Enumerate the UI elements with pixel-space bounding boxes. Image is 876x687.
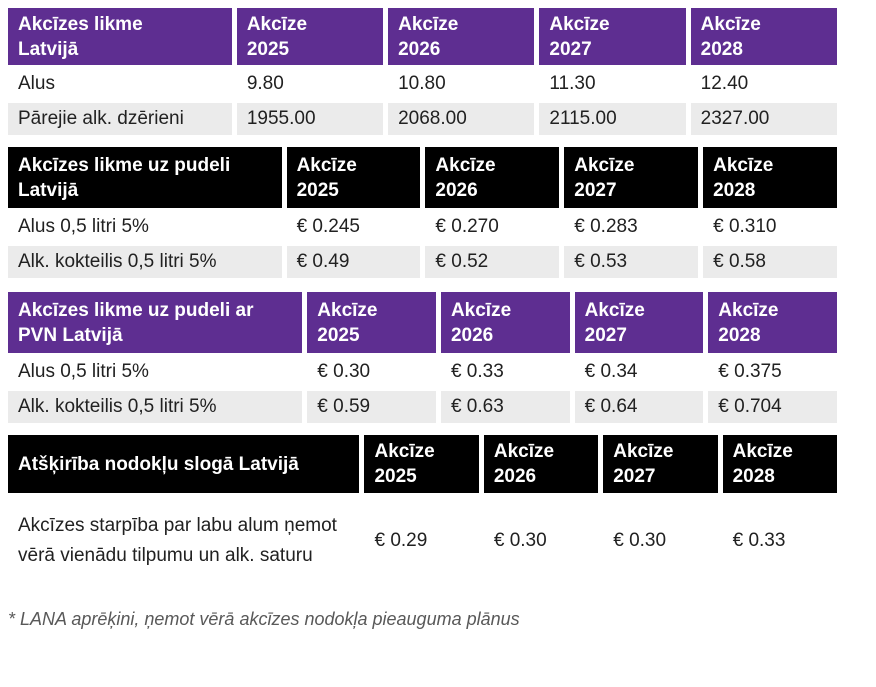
footnote: * LANA aprēķini, ņemot vērā akcīzes nodo… bbox=[8, 609, 520, 629]
year-column-header-2025: Akcīze 2025 bbox=[281, 147, 421, 208]
table-title: Atšķirība nodokļu slogā Latvijā bbox=[8, 435, 360, 493]
year-column-header-2026: Akcīze 2026 bbox=[478, 435, 599, 493]
table-row: Akcīzes starpība par labu alum ņemot vēr… bbox=[8, 493, 837, 585]
row-label: Alk. kokteilis 0,5 litri 5% bbox=[8, 243, 282, 278]
row-label: Alus 0,5 litri 5% bbox=[8, 353, 303, 388]
year-column-header-2027: Akcīze 2027 bbox=[559, 147, 699, 208]
row-label: Alus bbox=[8, 65, 232, 100]
cell-value: 2115.00 bbox=[534, 100, 686, 135]
cell-value: € 0.58 bbox=[698, 243, 837, 278]
table-row: Alk. kokteilis 0,5 litri 5% € 0.49 € 0.5… bbox=[8, 243, 837, 278]
row-label: Akcīzes starpība par labu alum ņemot vēr… bbox=[8, 493, 360, 585]
cell-value: 12.40 bbox=[685, 65, 837, 100]
row-label: Pārejie alk. dzērieni bbox=[8, 100, 232, 135]
cell-value: € 0.270 bbox=[420, 208, 560, 243]
cell-value: 2068.00 bbox=[383, 100, 535, 135]
table-title: Akcīzes likme Latvijā bbox=[8, 8, 232, 65]
cell-value: € 0.34 bbox=[569, 353, 704, 388]
cell-value: 11.30 bbox=[534, 65, 686, 100]
row-label: Alk. kokteilis 0,5 litri 5% bbox=[8, 388, 303, 423]
year-column-header-2026: Akcīze 2026 bbox=[383, 8, 535, 65]
table-header-row: Akcīzes likme uz pudeli Latvijā Akcīze 2… bbox=[8, 147, 837, 208]
table-excise-rate-latvia: Akcīzes likme Latvijā Akcīze 2025 Akcīze… bbox=[8, 8, 837, 135]
table-row: Alus 9.80 10.80 11.30 12.40 bbox=[8, 65, 837, 100]
table-row: Alus 0,5 litri 5% € 0.245 € 0.270 € 0.28… bbox=[8, 208, 837, 243]
year-column-header-2025: Akcīze 2025 bbox=[359, 435, 479, 493]
year-column-header-2026: Akcīze 2026 bbox=[420, 147, 560, 208]
year-column-header-2025: Akcīze 2025 bbox=[231, 8, 384, 65]
year-column-header-2027: Akcīze 2027 bbox=[598, 435, 718, 493]
table-excise-rate-per-bottle: Akcīzes likme uz pudeli Latvijā Akcīze 2… bbox=[8, 147, 837, 278]
table-header-row: Akcīzes likme Latvijā Akcīze 2025 Akcīze… bbox=[8, 8, 837, 65]
cell-value: € 0.52 bbox=[420, 243, 560, 278]
cell-value: € 0.30 bbox=[302, 353, 436, 388]
year-column-header-2026: Akcīze 2026 bbox=[435, 292, 570, 353]
cell-value: € 0.63 bbox=[435, 388, 570, 423]
cell-value: € 0.29 bbox=[359, 493, 479, 585]
year-column-header-2028: Akcīze 2028 bbox=[717, 435, 837, 493]
cell-value: € 0.33 bbox=[717, 493, 837, 585]
year-column-header-2028: Akcīze 2028 bbox=[698, 147, 837, 208]
year-column-header-2027: Akcīze 2027 bbox=[569, 292, 704, 353]
table-tax-burden-difference: Atšķirība nodokļu slogā Latvijā Akcīze 2… bbox=[8, 435, 837, 585]
table-header-row: Atšķirība nodokļu slogā Latvijā Akcīze 2… bbox=[8, 435, 837, 493]
table-row: Pārejie alk. dzērieni 1955.00 2068.00 21… bbox=[8, 100, 837, 135]
cell-value: € 0.704 bbox=[703, 388, 837, 423]
cell-value: 2327.00 bbox=[685, 100, 837, 135]
cell-value: € 0.30 bbox=[478, 493, 599, 585]
cell-value: € 0.283 bbox=[559, 208, 699, 243]
cell-value: € 0.245 bbox=[281, 208, 421, 243]
table-row: Alk. kokteilis 0,5 litri 5% € 0.59 € 0.6… bbox=[8, 388, 837, 423]
cell-value: € 0.49 bbox=[281, 243, 421, 278]
cell-value: € 0.310 bbox=[698, 208, 837, 243]
cell-value: € 0.64 bbox=[569, 388, 704, 423]
year-column-header-2027: Akcīze 2027 bbox=[534, 8, 686, 65]
table-row: Alus 0,5 litri 5% € 0.30 € 0.33 € 0.34 €… bbox=[8, 353, 837, 388]
table-header-row: Akcīzes likme uz pudeli ar PVN Latvijā A… bbox=[8, 292, 837, 353]
year-column-header-2028: Akcīze 2028 bbox=[703, 292, 837, 353]
table-title: Akcīzes likme uz pudeli ar PVN Latvijā bbox=[8, 292, 303, 353]
cell-value: € 0.53 bbox=[559, 243, 699, 278]
year-column-header-2025: Akcīze 2025 bbox=[302, 292, 436, 353]
row-label: Alus 0,5 litri 5% bbox=[8, 208, 282, 243]
year-column-header-2028: Akcīze 2028 bbox=[685, 8, 837, 65]
cell-value: € 0.59 bbox=[302, 388, 436, 423]
cell-value: 1955.00 bbox=[231, 100, 384, 135]
cell-value: € 0.33 bbox=[435, 353, 570, 388]
table-excise-rate-per-bottle-with-vat: Akcīzes likme uz pudeli ar PVN Latvijā A… bbox=[8, 292, 837, 423]
cell-value: 9.80 bbox=[231, 65, 384, 100]
cell-value: 10.80 bbox=[383, 65, 535, 100]
cell-value: € 0.30 bbox=[598, 493, 718, 585]
table-title: Akcīzes likme uz pudeli Latvijā bbox=[8, 147, 282, 208]
cell-value: € 0.375 bbox=[703, 353, 837, 388]
